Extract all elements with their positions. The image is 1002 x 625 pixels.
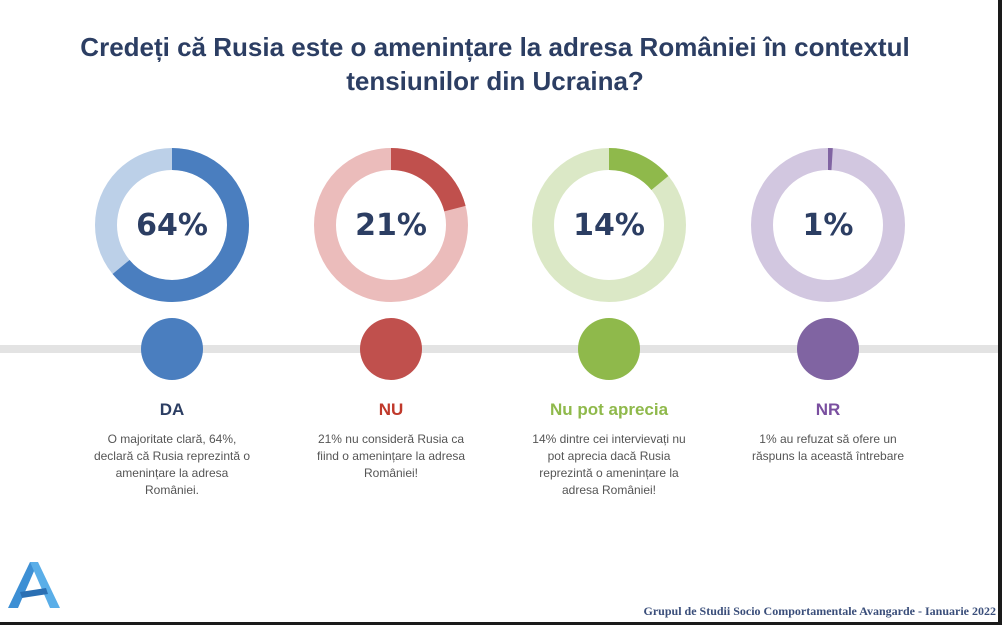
category-dot-nr — [797, 318, 859, 380]
donut-chart-nu-pot-aprecia — [529, 145, 689, 305]
donut-arc-nu-pot-aprecia — [532, 148, 686, 302]
description-nr: 1% au refuzat să ofere un răspuns la ace… — [751, 432, 905, 463]
percent-label-nu-pot-aprecia: 14% — [573, 207, 645, 243]
footer-date: Ianuarie 2022 — [924, 604, 996, 618]
percent-label-nr: 1% — [802, 207, 854, 243]
donut-chart-nr — [748, 145, 908, 305]
category-dot-nu — [360, 318, 422, 380]
description-nu-pot-aprecia: 14% dintre cei intervievați nu pot aprec… — [532, 432, 686, 497]
result-column-nu: 21% NU 21% nu consideră Rusia ca fiind o… — [291, 145, 491, 525]
donut-arc-nu — [314, 148, 468, 302]
chart-title: Credeți că Rusia este o amenințare la ad… — [40, 30, 950, 98]
percent-label-da: 64% — [136, 207, 208, 243]
category-label-nr: NR — [815, 400, 841, 419]
result-column-nr: 1% NR 1% au refuzat să ofere un răspuns … — [728, 145, 928, 525]
category-label-nu-pot-aprecia: Nu pot aprecia — [549, 400, 669, 419]
description-nu: 21% nu consideră Rusia ca fiind o amenin… — [316, 432, 466, 480]
percent-label-nu: 21% — [355, 207, 427, 243]
timeline-bar — [0, 345, 998, 353]
result-column-da: 64% DA O majoritate clară, 64%, declară … — [72, 145, 272, 525]
footer-source: Grupul de Studii Socio Comportamentale A… — [643, 604, 915, 618]
window-border-bottom — [0, 622, 1002, 625]
avangarde-logo — [6, 558, 62, 610]
category-dot-da — [141, 318, 203, 380]
chart-title-line-2: tensiunilor din Ucraina? — [346, 66, 644, 96]
footer-separator: - — [914, 604, 925, 618]
category-label-da: DA — [159, 400, 185, 419]
description-da: O majoritate clară, 64%, declară că Rusi… — [93, 432, 251, 497]
footer: Grupul de Studii Socio Comportamentale A… — [644, 604, 996, 619]
chart-title-line-1: Credeți că Rusia este o amenințare la ad… — [80, 32, 910, 62]
category-dot-nu-pot-aprecia — [578, 318, 640, 380]
category-label-nu: NU — [378, 400, 404, 419]
donut-arc-da — [95, 148, 249, 302]
donut-chart-da — [92, 145, 252, 305]
window-border-right — [998, 0, 1002, 625]
result-column-nu-pot-aprecia: 14% Nu pot aprecia 14% dintre cei interv… — [509, 145, 709, 525]
donut-arc-nr — [751, 148, 905, 302]
donut-chart-nu — [311, 145, 471, 305]
